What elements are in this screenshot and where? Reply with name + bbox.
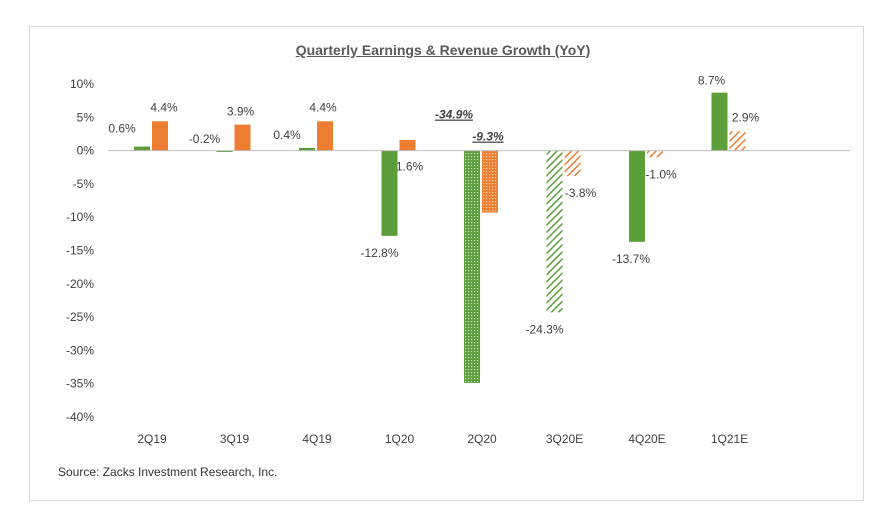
data-label: 0.6%	[108, 122, 136, 136]
y-tick-label: 10%	[70, 77, 94, 91]
y-tick-label: -35%	[66, 377, 94, 391]
data-label: 4.4%	[150, 100, 178, 114]
x-axis: 2Q19 3Q19 4Q19 1Q20 2Q20 3Q20E 4Q20E 1Q21E	[137, 432, 748, 446]
data-label: -0.2%	[189, 132, 221, 146]
bar-earnings-1Q21E	[711, 92, 728, 151]
x-tick-label: 1Q21E	[711, 432, 748, 446]
data-label: -12.8%	[360, 246, 398, 260]
bar-revenue-4Q20E	[647, 150, 663, 158]
bar-revenue-3Q19	[234, 124, 251, 151]
y-tick-label: -5%	[73, 177, 95, 191]
y-tick-label: -15%	[66, 244, 94, 258]
bar-earnings-2Q20	[464, 150, 480, 384]
bar-revenue-3Q20E	[564, 150, 581, 176]
bar-revenue-2Q20	[482, 150, 498, 213]
data-label: -34.9%	[435, 108, 473, 122]
data-label: 3.9%	[227, 105, 255, 119]
chart-title: Quarterly Earnings & Revenue Growth (YoY…	[295, 42, 591, 58]
data-label: -9.3%	[472, 130, 504, 144]
x-tick-label: 3Q20E	[546, 432, 583, 446]
data-label: -3.8%	[565, 186, 597, 200]
y-tick-label: 0%	[77, 144, 95, 158]
y-tick-label: -30%	[66, 343, 94, 357]
bar-earnings-3Q19	[216, 150, 233, 152]
y-axis: 10% 5% 0% -5% -10% -15% -20% -25% -30% -35% -40%	[66, 77, 94, 424]
y-tick-label: -20%	[66, 277, 94, 291]
y-tick-label: -25%	[66, 310, 94, 324]
bar-revenue-1Q21E	[729, 131, 746, 151]
data-labels: 0.6% -0.2% 0.4% -12.8% -34.9% -24.3% -13.7% 8.7…	[108, 74, 759, 337]
y-tick-label: 5%	[77, 110, 95, 124]
data-label: 2.9%	[732, 110, 760, 124]
bar-revenue-2Q19	[152, 121, 168, 151]
bars	[134, 92, 746, 384]
x-tick-label: 4Q20E	[628, 432, 665, 446]
source-note: Source: Zacks Investment Research, Inc.	[58, 465, 278, 479]
data-label: -13.7%	[612, 252, 650, 266]
data-label: 0.4%	[273, 128, 301, 142]
data-label: -24.3%	[525, 322, 563, 336]
bar-earnings-1Q20	[381, 150, 398, 236]
bar-earnings-4Q19	[299, 147, 315, 151]
data-label: 4.4%	[309, 100, 337, 114]
x-tick-label: 4Q19	[302, 432, 332, 446]
x-tick-label: 2Q20	[467, 432, 497, 446]
data-label: 1.6%	[396, 160, 424, 174]
x-tick-label: 3Q19	[220, 432, 250, 446]
bar-revenue-4Q19	[317, 121, 333, 151]
bar-earnings-4Q20E	[629, 150, 645, 242]
x-tick-label: 1Q20	[385, 432, 415, 446]
bar-earnings-2Q19	[134, 146, 150, 151]
bar-revenue-1Q20	[399, 139, 416, 151]
data-label: 8.7%	[698, 74, 726, 88]
y-tick-label: -40%	[66, 410, 94, 424]
y-tick-label: -10%	[66, 210, 94, 224]
x-tick-label: 2Q19	[137, 432, 167, 446]
data-label: -1.0%	[645, 167, 677, 181]
bar-earnings-3Q20E	[546, 150, 563, 313]
